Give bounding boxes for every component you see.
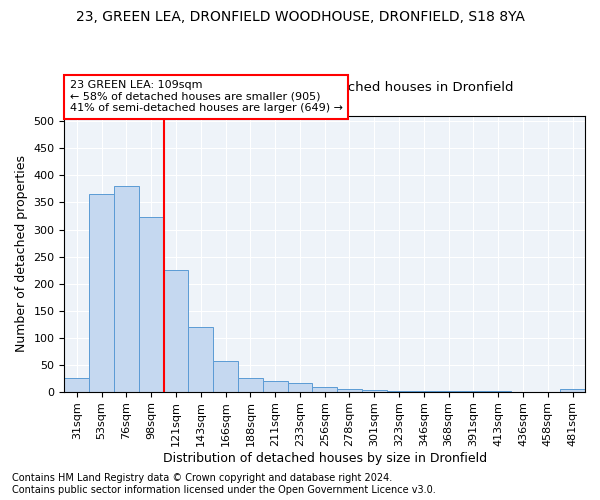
Bar — [386, 390, 412, 392]
Bar — [313, 388, 337, 392]
Bar — [560, 390, 585, 392]
Bar — [362, 390, 386, 392]
Bar — [486, 391, 511, 392]
Bar — [238, 378, 263, 392]
Bar — [436, 391, 461, 392]
Bar — [164, 270, 188, 392]
Bar — [337, 389, 362, 392]
Title: Size of property relative to detached houses in Dronfield: Size of property relative to detached ho… — [136, 81, 514, 94]
Bar — [412, 390, 436, 392]
Bar — [89, 194, 114, 392]
Text: 23 GREEN LEA: 109sqm
← 58% of detached houses are smaller (905)
41% of semi-deta: 23 GREEN LEA: 109sqm ← 58% of detached h… — [70, 80, 343, 114]
X-axis label: Distribution of detached houses by size in Dronfield: Distribution of detached houses by size … — [163, 452, 487, 465]
Bar — [287, 384, 313, 392]
Bar — [188, 327, 213, 392]
Bar — [461, 391, 486, 392]
Text: 23, GREEN LEA, DRONFIELD WOODHOUSE, DRONFIELD, S18 8YA: 23, GREEN LEA, DRONFIELD WOODHOUSE, DRON… — [76, 10, 524, 24]
Y-axis label: Number of detached properties: Number of detached properties — [15, 156, 28, 352]
Bar — [213, 361, 238, 392]
Text: Contains HM Land Registry data © Crown copyright and database right 2024.
Contai: Contains HM Land Registry data © Crown c… — [12, 474, 436, 495]
Bar — [263, 381, 287, 392]
Bar — [114, 186, 139, 392]
Bar — [139, 217, 164, 392]
Bar — [64, 378, 89, 392]
